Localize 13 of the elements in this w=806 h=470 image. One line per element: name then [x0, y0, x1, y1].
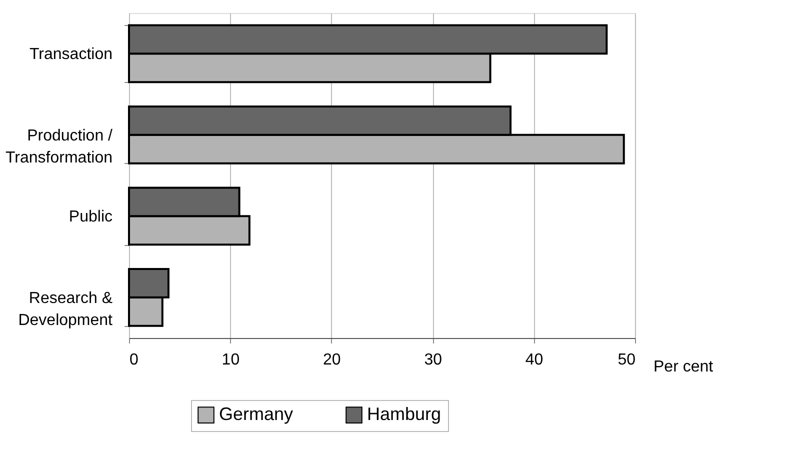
x-axis-title: Per cent: [654, 358, 714, 376]
y-tick-label: Production / Transformation: [6, 127, 114, 166]
x-tick-label: 0: [130, 352, 138, 368]
y-tick-label: Transaction: [30, 46, 112, 64]
legend-label: Hamburg: [367, 404, 442, 424]
legend-label: Germany: [219, 404, 294, 424]
y-tick-label: Research & Development: [18, 290, 114, 329]
x-tick-label: 10: [222, 352, 240, 368]
x-tick-label: 40: [525, 352, 544, 368]
x-tick-label: 20: [323, 352, 341, 368]
x-tick-label: 30: [424, 352, 442, 368]
y-tick-label: Public: [68, 208, 112, 226]
x-tick-label: 50: [618, 352, 636, 368]
